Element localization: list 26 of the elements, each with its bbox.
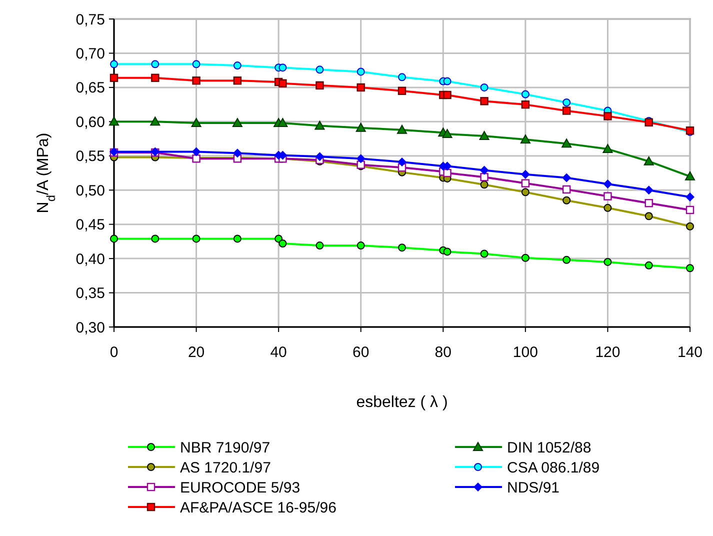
y-tick-label: 0,40 [76, 250, 105, 268]
x-tick-label: 100 [512, 344, 538, 361]
x-tick-label: 40 [270, 344, 287, 361]
y-tick-label: 0,70 [76, 45, 105, 62]
legend-label: AF&PA/ASCE 16-95/96 [180, 499, 336, 516]
x-tick-label: 80 [434, 344, 452, 361]
legend-label: AS 1720.1/97 [180, 459, 271, 476]
y-tick-label: 0,75 [76, 11, 105, 28]
x-tick-label: 140 [677, 344, 703, 361]
x-axis-title: esbeltez ( λ ) [356, 394, 448, 411]
x-tick-label: 120 [595, 344, 620, 361]
y-tick-label: 0,35 [76, 285, 105, 302]
y-tick-label: 0,30 [76, 319, 105, 336]
y-tick-label: 0,50 [76, 182, 105, 200]
legend-label: DIN 1052/88 [507, 439, 592, 456]
y-tick-label: 0,65 [76, 80, 105, 97]
legend-label: EUROCODE 5/93 [180, 479, 300, 496]
x-tick-label: 0 [110, 344, 118, 361]
y-tick-label: 0,45 [76, 216, 105, 234]
legend-label: NBR 7190/97 [180, 439, 270, 456]
legend-label: NDS/91 [507, 479, 560, 496]
y-tick-label: 0,55 [76, 148, 105, 166]
legend-label: CSA 086.1/89 [507, 459, 600, 476]
y-tick-label: 0,60 [76, 114, 105, 131]
x-tick-label: 60 [352, 344, 370, 361]
x-tick-label: 20 [188, 344, 205, 361]
